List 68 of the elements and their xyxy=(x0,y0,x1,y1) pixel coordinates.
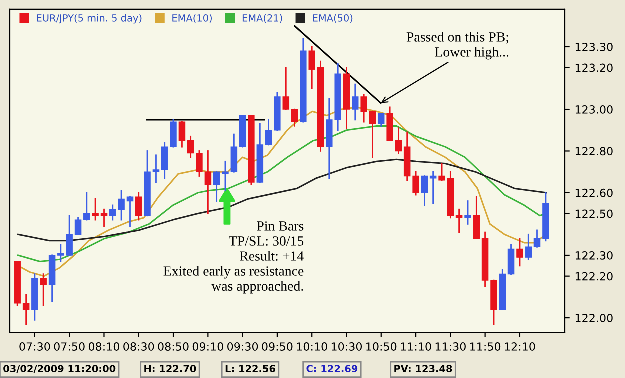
x-tick-label: 07:50 xyxy=(54,342,85,351)
text: L: 122.56 xyxy=(226,365,276,373)
candlestick xyxy=(464,200,472,225)
candlestick xyxy=(421,176,428,206)
y-tick-label: 122.50 xyxy=(576,210,613,218)
candlestick xyxy=(178,121,186,148)
candlestick xyxy=(395,128,402,154)
candlestick xyxy=(152,154,160,184)
y-tick-label: 123.00 xyxy=(576,106,613,114)
x-tick-label: 12:10 xyxy=(505,342,536,351)
text: C: 122.69 xyxy=(306,365,358,373)
candlestick xyxy=(473,196,480,240)
candlestick xyxy=(74,217,82,236)
candlestick xyxy=(40,274,47,306)
candlestick xyxy=(534,230,541,248)
y-tick-label: 122.20 xyxy=(576,272,613,281)
x-tick-label: 08:50 xyxy=(158,342,189,351)
x-tick-label: 09:10 xyxy=(192,342,224,351)
candlestick xyxy=(213,171,220,202)
candlestick xyxy=(352,84,359,121)
y-tick-label: 122.80 xyxy=(576,147,613,156)
candlestick xyxy=(161,142,168,180)
legend-label: EMA(10) xyxy=(172,14,212,23)
candlestick xyxy=(282,67,290,110)
candlestick xyxy=(438,163,446,182)
candlestick xyxy=(22,294,30,325)
x-tick-label: 10:10 xyxy=(297,342,328,351)
legend-label: EUR/JPY(5 min. 5 day) xyxy=(37,14,142,24)
candlestick xyxy=(291,108,298,127)
candlestick xyxy=(135,192,142,221)
x-tick-label: 07:30 xyxy=(20,342,50,351)
y-tick-label: 123.30 xyxy=(576,42,613,52)
x-tick-label: 09:30 xyxy=(228,342,258,351)
y-tick-label: 122.30 xyxy=(576,251,613,260)
candlestick xyxy=(196,150,203,177)
candlestick xyxy=(516,238,524,267)
annotation: Pin Bars TP/SL: 30/15 Result: +14 Exited early as resistance was approached. xyxy=(164,222,304,294)
candlestick xyxy=(187,136,194,158)
x-tick-label: 08:10 xyxy=(88,342,120,351)
x-tick-label: 09:50 xyxy=(262,342,293,351)
candlestick xyxy=(265,119,272,146)
candlestick xyxy=(360,94,368,123)
candlestick xyxy=(369,110,376,158)
candlestick xyxy=(412,171,420,196)
text: PV: 123.48 xyxy=(394,365,452,373)
candlestick xyxy=(204,150,212,214)
x-tick-label: 08:30 xyxy=(124,342,154,351)
candlestick xyxy=(222,160,229,192)
candlestick xyxy=(456,208,463,234)
annotation: Passed on this PB; Lower high... xyxy=(406,32,509,60)
candlestick xyxy=(378,113,385,127)
legend-label: EMA(50) xyxy=(313,14,353,23)
x-tick-label: 10:30 xyxy=(332,342,362,351)
candlestick xyxy=(126,196,134,227)
candlestick xyxy=(308,46,316,90)
candlestick xyxy=(525,234,532,260)
x-tick-label: 11:50 xyxy=(470,342,501,351)
text: H: 122.70 xyxy=(144,365,196,373)
candlestick xyxy=(92,198,99,221)
candlestick xyxy=(84,192,90,221)
y-tick-label: 122.00 xyxy=(576,314,613,322)
y-tick-label: 123.20 xyxy=(576,64,613,72)
y-tick-label: 122.60 xyxy=(576,188,613,198)
x-tick-label: 10:50 xyxy=(366,342,397,351)
text: 03/02/2009 11:20:00 xyxy=(4,365,116,374)
x-tick-label: 11:30 xyxy=(436,342,466,351)
x-tick-label: 11:10 xyxy=(401,342,432,351)
legend-label: EMA(21) xyxy=(242,14,282,23)
